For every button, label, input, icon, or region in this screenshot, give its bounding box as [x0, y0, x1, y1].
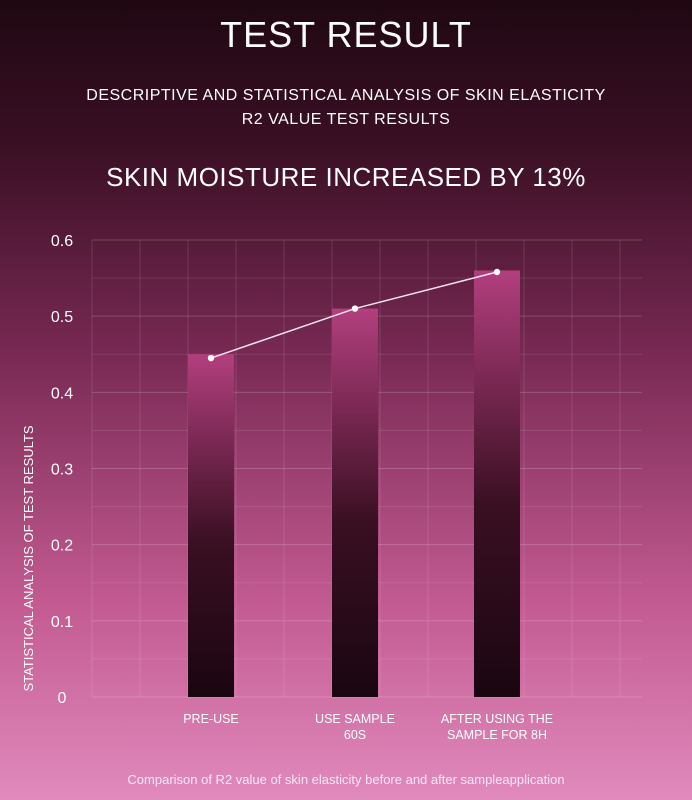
x-tick-label: PRE-USE: [183, 712, 239, 726]
page-title: TEST RESULT: [220, 14, 472, 55]
subtitle-line-2: R2 VALUE TEST RESULTS: [241, 111, 451, 128]
page-subtitle: DESCRIPTIVE AND STATISTICAL ANALYSIS OF …: [0, 84, 692, 132]
y-tick-label: 0.5: [51, 309, 73, 326]
y-axis-label: STATISTICAL ANALYSIS OF TEST RESULTS: [21, 425, 36, 691]
chart-headline: SKIN MOISTURE INCREASED BY 13%: [106, 162, 586, 192]
y-tick-label: 0.4: [51, 385, 73, 402]
x-tick-label: AFTER USING THE: [441, 712, 553, 726]
trend-point: [351, 305, 359, 312]
y-tick-label: 0: [58, 690, 67, 707]
y-tick-label: 0.2: [51, 538, 73, 555]
subtitle-line-1: DESCRIPTIVE AND STATISTICAL ANALYSIS OF …: [86, 87, 606, 104]
y-tick-label: 0.3: [51, 462, 73, 479]
bar: [332, 308, 378, 697]
trend-point: [207, 354, 215, 362]
bar: [188, 354, 234, 697]
y-tick-label: 0.6: [51, 233, 73, 250]
bar: [474, 270, 520, 697]
chart-caption: Comparison of R2 value of skin elasticit…: [127, 772, 565, 787]
x-tick-label: SAMPLE FOR 8H: [447, 728, 547, 742]
y-tick-label: 0.1: [51, 614, 73, 631]
x-tick-label: USE SAMPLE: [315, 712, 395, 726]
x-tick-label: 60S: [344, 728, 366, 742]
trend-point: [493, 268, 501, 276]
